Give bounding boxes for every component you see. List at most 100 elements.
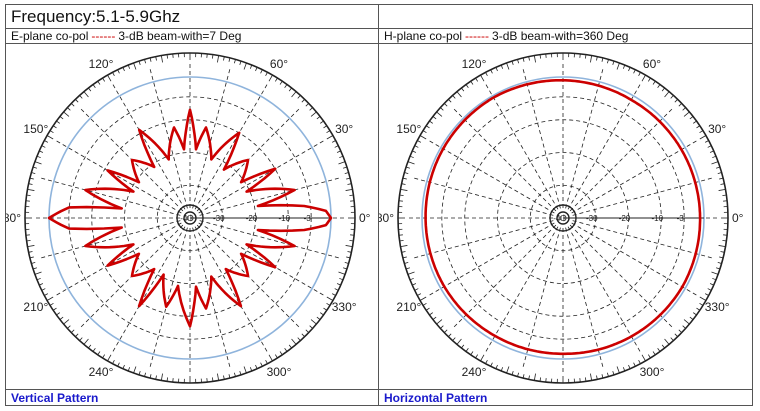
degree-tick bbox=[339, 155, 344, 159]
degree-tick bbox=[638, 72, 641, 77]
e-plane-subtitle: E-plane co-pol ------ 3-dB beam-with=7 Deg bbox=[11, 29, 241, 44]
radial-tick-label: -3 bbox=[677, 214, 685, 223]
h-plane-polar-chart: -3 -10 -20 -30 -40 0° 30° 60° 90° 120° 150° 180° 210… bbox=[379, 46, 744, 384]
degree-tick bbox=[641, 74, 646, 82]
degree-tick bbox=[412, 283, 417, 286]
degree-tick bbox=[349, 240, 354, 242]
degree-tick bbox=[331, 293, 336, 296]
angle-spoke bbox=[148, 227, 188, 370]
degree-tick bbox=[533, 55, 536, 63]
degree-tick bbox=[305, 329, 309, 333]
degree-tick bbox=[320, 120, 324, 124]
degree-tick bbox=[274, 354, 278, 359]
degree-tick bbox=[160, 373, 163, 381]
angle-tick-label: 210° bbox=[23, 300, 48, 314]
degree-tick bbox=[75, 99, 79, 103]
degree-tick bbox=[409, 277, 414, 281]
angle-spoke bbox=[111, 226, 186, 355]
degree-tick bbox=[301, 99, 305, 103]
angle-spoke bbox=[198, 222, 327, 297]
angle-tick-label: 60° bbox=[643, 57, 661, 71]
degree-tick bbox=[223, 56, 225, 61]
e-plane-polar-chart: -3 -10 -20 -30 -40 0° 30° 60° 90° 120° 150° 180° 210… bbox=[6, 46, 371, 384]
angle-tick-label: 330° bbox=[705, 300, 730, 314]
degree-tick bbox=[46, 296, 54, 301]
angle-tick-label: 0° bbox=[359, 211, 371, 225]
degree-tick bbox=[166, 377, 168, 382]
degree-tick bbox=[657, 348, 661, 352]
degree-tick bbox=[102, 77, 106, 82]
degree-tick bbox=[34, 271, 42, 275]
radial-tick-label: -20 bbox=[619, 214, 631, 223]
degree-tick bbox=[63, 111, 70, 117]
angle-spoke bbox=[572, 220, 715, 260]
angle-spoke bbox=[569, 106, 675, 212]
degree-tick bbox=[436, 111, 443, 117]
degree-tick bbox=[301, 333, 305, 337]
degree-tick bbox=[83, 91, 89, 98]
degree-tick bbox=[149, 57, 152, 62]
degree-tick bbox=[32, 166, 38, 169]
header-divider bbox=[6, 28, 752, 29]
degree-tick bbox=[719, 256, 724, 259]
degree-tick bbox=[500, 367, 504, 372]
degree-tick bbox=[260, 69, 263, 74]
degree-tick bbox=[405, 267, 411, 270]
degree-tick bbox=[305, 103, 309, 107]
degree-tick bbox=[670, 95, 674, 99]
degree-tick bbox=[44, 140, 49, 143]
degree-tick bbox=[715, 267, 721, 270]
degree-tick bbox=[32, 267, 38, 270]
degree-tick bbox=[56, 120, 60, 124]
degree-tick bbox=[606, 59, 609, 64]
degree-tick bbox=[346, 256, 351, 259]
angle-spoke bbox=[199, 220, 342, 260]
degree-tick bbox=[470, 351, 474, 356]
degree-tick bbox=[674, 99, 678, 103]
degree-tick bbox=[429, 312, 433, 316]
degree-tick bbox=[456, 91, 462, 98]
degree-tick bbox=[718, 188, 726, 191]
degree-tick bbox=[127, 64, 131, 69]
degree-tick bbox=[495, 364, 498, 369]
degree-tick bbox=[122, 364, 125, 369]
degree-tick bbox=[342, 267, 348, 270]
angle-spoke bbox=[194, 226, 269, 355]
degree-tick bbox=[29, 256, 34, 259]
degree-tick bbox=[79, 95, 83, 99]
degree-tick bbox=[638, 359, 641, 364]
degree-tick bbox=[29, 177, 34, 180]
degree-tick bbox=[243, 62, 247, 70]
degree-tick bbox=[79, 337, 83, 341]
degree-tick bbox=[699, 130, 704, 134]
degree-tick bbox=[288, 87, 292, 92]
degree-tick bbox=[682, 325, 686, 329]
degree-tick bbox=[720, 251, 725, 253]
degree-tick bbox=[422, 302, 427, 306]
degree-tick bbox=[92, 348, 96, 352]
degree-tick bbox=[704, 293, 709, 296]
degree-tick bbox=[41, 288, 46, 291]
degree-tick bbox=[506, 366, 510, 374]
degree-tick bbox=[414, 145, 419, 148]
degree-tick bbox=[409, 155, 414, 159]
degree-tick bbox=[456, 338, 462, 345]
vertical-pattern-caption: Vertical Pattern bbox=[11, 391, 99, 405]
degree-tick bbox=[522, 57, 525, 62]
radial-tick-label: -30 bbox=[213, 214, 225, 223]
degree-tick bbox=[596, 56, 598, 61]
degree-tick bbox=[485, 72, 488, 77]
degree-tick bbox=[102, 354, 106, 359]
angle-tick-label: 150° bbox=[396, 122, 421, 136]
degree-tick bbox=[97, 351, 101, 356]
degree-tick bbox=[683, 111, 690, 117]
degree-tick bbox=[696, 307, 701, 311]
degree-tick bbox=[612, 370, 615, 376]
angle-tick-label: 90° bbox=[554, 46, 572, 47]
degree-tick bbox=[429, 120, 433, 124]
degree-tick bbox=[88, 344, 92, 349]
degree-tick bbox=[452, 337, 456, 341]
degree-tick bbox=[92, 84, 96, 88]
degree-tick bbox=[490, 69, 493, 74]
degree-tick bbox=[402, 177, 407, 180]
